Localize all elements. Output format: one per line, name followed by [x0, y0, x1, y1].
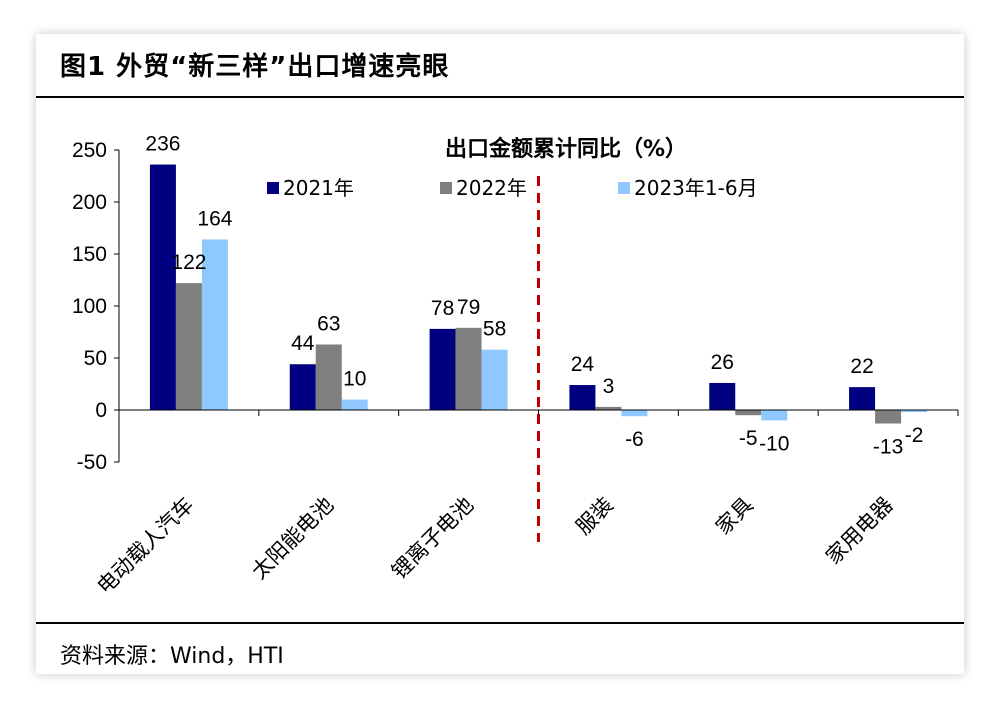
bar-2021年 — [149, 164, 176, 410]
data-label: 3 — [603, 375, 615, 398]
category-label: 电动载人汽车 — [92, 493, 198, 599]
bar-2022年 — [455, 327, 482, 410]
category-label: 家具 — [711, 493, 758, 540]
y-tick-label: 200 — [72, 191, 107, 214]
y-tick-label: 0 — [95, 399, 107, 422]
legend-swatch — [440, 182, 452, 194]
category-label: 服装 — [571, 493, 618, 540]
data-label: 58 — [483, 318, 506, 341]
data-label: 236 — [145, 133, 180, 156]
legend-swatch — [618, 182, 630, 194]
data-label: 79 — [457, 296, 480, 319]
data-label: 24 — [571, 353, 595, 376]
data-label: 78 — [431, 297, 454, 320]
legend-swatch — [267, 182, 279, 194]
figure-title: 图1 外贸“新三样”出口增速亮眼 — [60, 52, 450, 82]
bar-2021年 — [429, 328, 456, 410]
category-label: 太阳能电池 — [247, 493, 338, 584]
y-tick-label: 250 — [72, 139, 107, 162]
bar-2022年 — [315, 344, 342, 410]
legend-label: 2022年 — [456, 176, 527, 200]
bar-2023年1-6月 — [201, 239, 228, 410]
bottom-rule — [36, 622, 964, 624]
bar-2023年1-6月 — [481, 349, 508, 410]
data-label: 122 — [171, 251, 206, 274]
data-label: 10 — [343, 368, 366, 391]
bar-2022年 — [735, 410, 762, 416]
category-label: 锂离子电池 — [387, 493, 478, 584]
data-label: -10 — [759, 432, 789, 455]
bar-2021年 — [849, 387, 876, 410]
y-tick-label: 150 — [72, 243, 107, 266]
data-label: -2 — [905, 424, 924, 447]
data-label: -6 — [625, 428, 644, 451]
data-label: -13 — [873, 436, 903, 459]
legend-label: 2023年1-6月 — [634, 176, 758, 200]
data-label: 22 — [850, 355, 873, 378]
y-tick-label: 100 — [72, 295, 107, 318]
data-label: -5 — [739, 427, 758, 450]
bar-2023年1-6月 — [341, 399, 368, 410]
bar-2021年 — [289, 364, 316, 410]
top-rule — [36, 96, 964, 98]
y-tick-label: 50 — [84, 347, 107, 370]
bar-2022年 — [875, 410, 902, 424]
category-label: 家用电器 — [821, 493, 897, 569]
data-label: 44 — [291, 332, 315, 355]
bar-2021年 — [569, 385, 596, 410]
bar-2021年 — [709, 382, 736, 410]
source-note: 资料来源：Wind，HTI — [60, 644, 284, 669]
bar-2022年 — [175, 283, 202, 410]
legend-label: 2021年 — [283, 176, 354, 200]
bar-2023年1-6月 — [761, 410, 788, 421]
bar-2023年1-6月 — [621, 410, 648, 417]
y-tick-label: -50 — [77, 451, 107, 474]
bar-2023年1-6月 — [901, 410, 928, 413]
data-label: 63 — [317, 312, 340, 335]
data-label: 164 — [197, 207, 232, 230]
chart-title: 出口金额累计同比（%） — [445, 136, 687, 162]
figure-card: 图1 外贸“新三样”出口增速亮眼 资料来源：Wind，HTI 236 122 164… — [36, 34, 964, 674]
data-label: 26 — [711, 351, 734, 374]
bar-2022年 — [595, 406, 622, 410]
